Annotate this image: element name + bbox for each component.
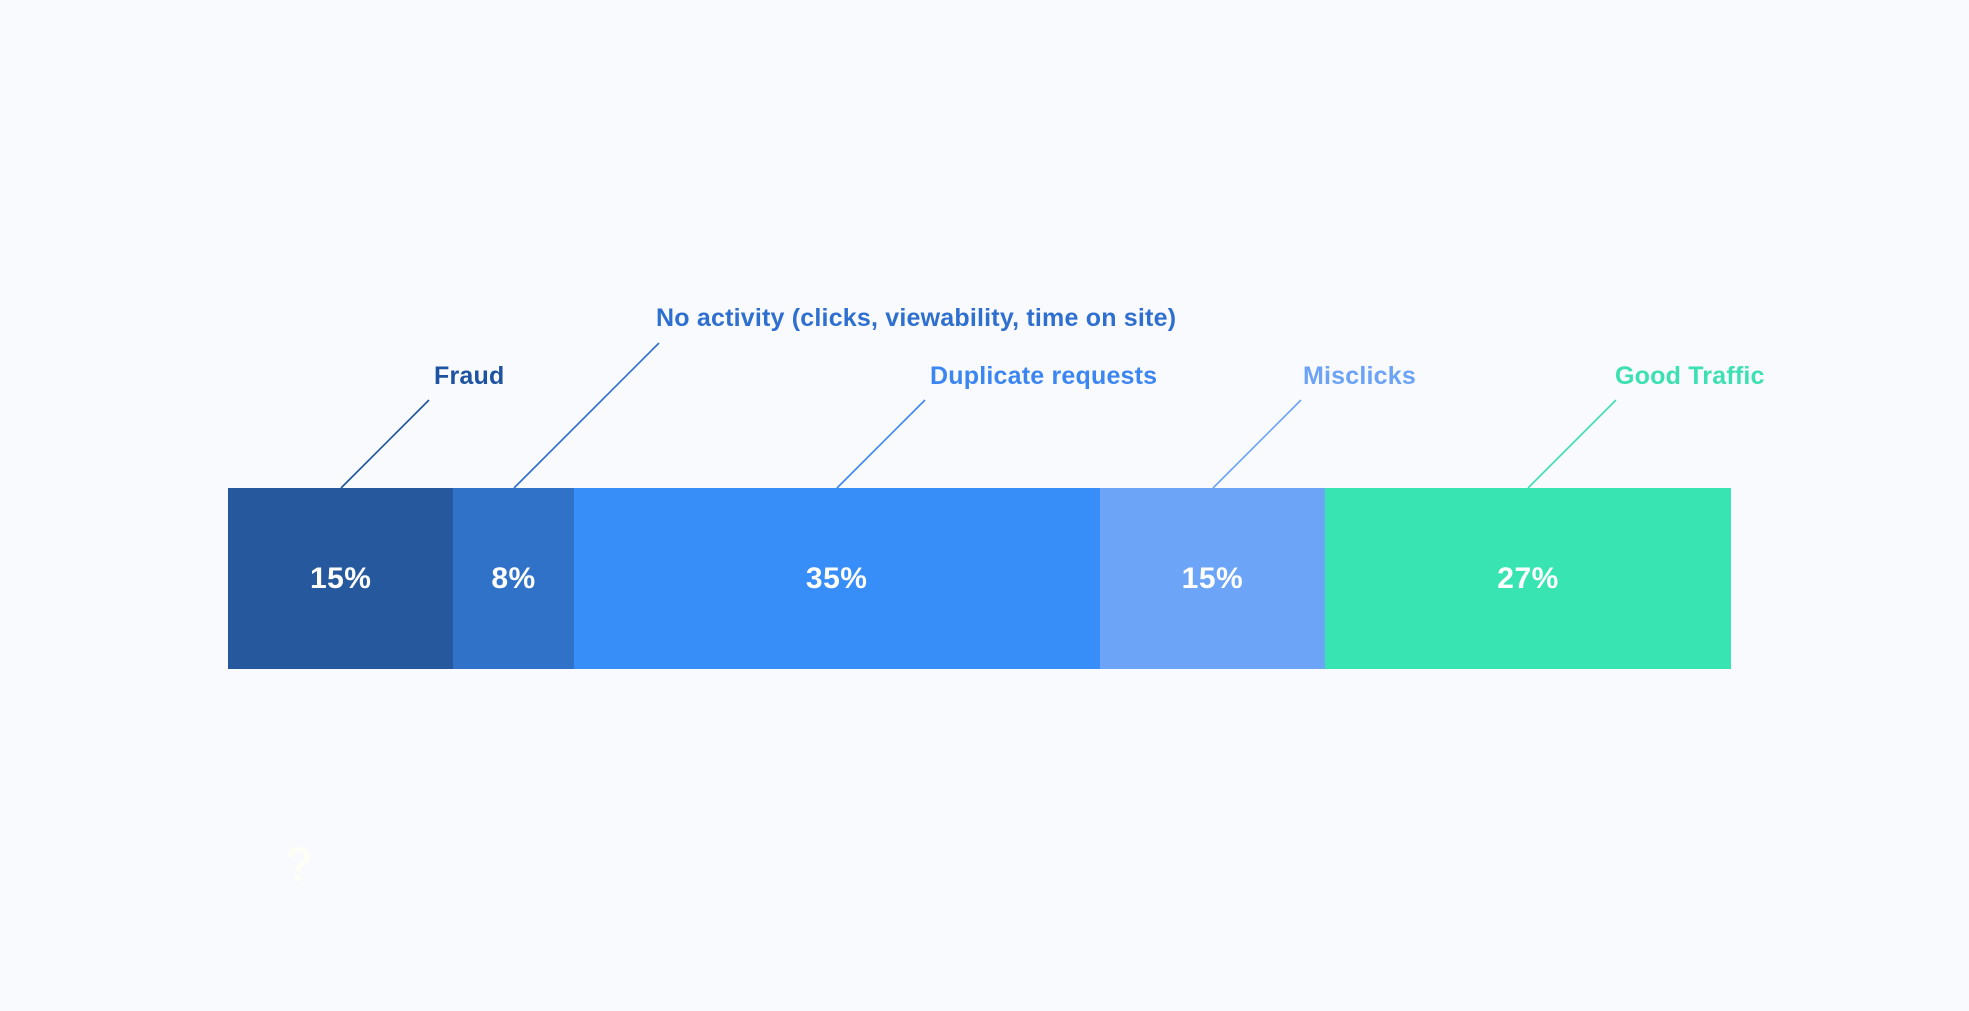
bar-segment-fraud: 15%	[228, 488, 454, 669]
leader-line-no-activity	[513, 342, 660, 489]
leader-line-fraud	[340, 399, 430, 489]
leader-line-good-traffic	[1527, 399, 1617, 489]
callout-label-duplicate-requests: Duplicate requests	[930, 362, 1158, 390]
bar-segment-misclicks: 15%	[1099, 488, 1326, 669]
segment-value-label: 35%	[805, 561, 868, 595]
callout-label-good-traffic: Good Traffic	[1615, 362, 1765, 390]
callout-label-no-activity: No activity (clicks, viewability, time o…	[656, 304, 1177, 332]
stacked-bar: 15% 8% 35% 15% 27%	[228, 488, 1731, 669]
segment-value-label: 8%	[491, 561, 536, 595]
leader-line-duplicate	[836, 399, 926, 489]
callout-label-misclicks: Misclicks	[1303, 362, 1416, 390]
bar-segment-no-activity: 8%	[453, 488, 574, 669]
leader-line-misclicks	[1212, 399, 1302, 489]
bar-segment-duplicate-requests: 35%	[573, 488, 1100, 669]
segment-value-label: 15%	[1181, 561, 1244, 595]
callout-label-fraud: Fraud	[434, 362, 505, 390]
segment-value-label: 27%	[1497, 561, 1559, 595]
segment-value-label: 15%	[309, 561, 372, 595]
bar-segment-good-traffic: 27%	[1325, 488, 1731, 669]
question-mark-watermark: ?	[284, 839, 314, 892]
